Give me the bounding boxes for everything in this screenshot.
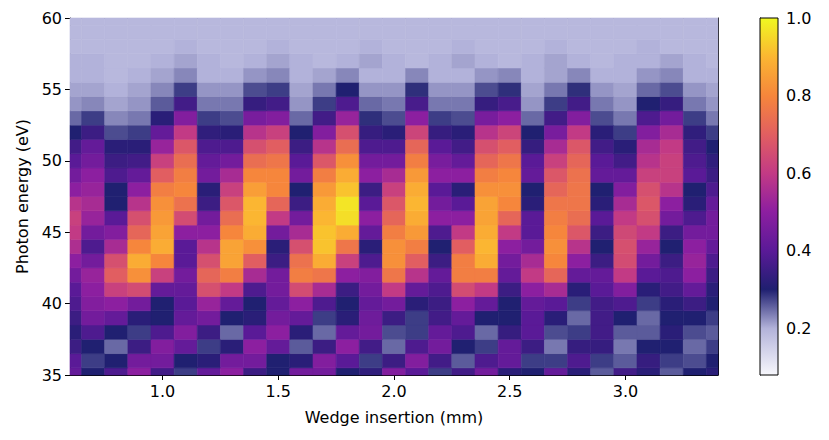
svg-text:0.6: 0.6 [786,164,811,183]
svg-text:45: 45 [42,223,62,242]
svg-text:35: 35 [42,366,62,385]
svg-text:2.0: 2.0 [381,382,406,401]
svg-text:55: 55 [42,80,62,99]
svg-text:0.2: 0.2 [786,319,811,338]
svg-text:2.5: 2.5 [497,382,522,401]
svg-text:0.8: 0.8 [786,86,811,105]
svg-text:0.4: 0.4 [786,241,811,260]
svg-text:60: 60 [42,9,62,28]
svg-text:1.0: 1.0 [150,382,175,401]
svg-text:Wedge insertion (mm): Wedge insertion (mm) [305,408,484,427]
svg-text:1.5: 1.5 [266,382,291,401]
svg-text:Photon energy (eV): Photon energy (eV) [13,119,32,274]
svg-text:40: 40 [42,294,62,313]
svg-text:1.0: 1.0 [786,9,811,28]
svg-text:3.0: 3.0 [613,382,638,401]
svg-text:50: 50 [42,151,62,170]
